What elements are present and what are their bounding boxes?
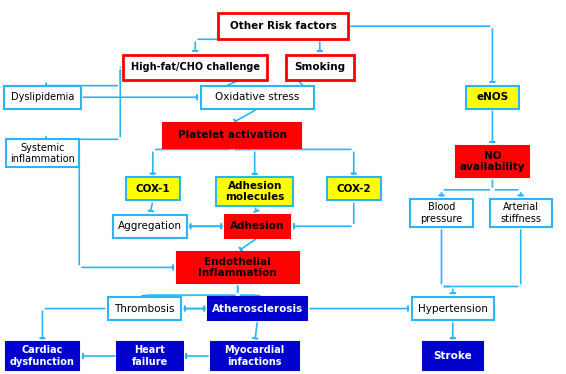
FancyBboxPatch shape <box>118 342 182 370</box>
Text: eNOS: eNOS <box>477 92 508 102</box>
Text: High-fat/CHO challenge: High-fat/CHO challenge <box>131 62 260 72</box>
FancyBboxPatch shape <box>6 140 79 168</box>
FancyBboxPatch shape <box>211 342 299 370</box>
Text: Heart
failure: Heart failure <box>132 345 168 367</box>
FancyBboxPatch shape <box>490 199 552 227</box>
FancyBboxPatch shape <box>218 13 348 39</box>
FancyBboxPatch shape <box>108 297 181 320</box>
Text: Atherosclerosis: Atherosclerosis <box>212 304 303 313</box>
FancyBboxPatch shape <box>123 55 267 80</box>
FancyBboxPatch shape <box>177 252 299 283</box>
FancyBboxPatch shape <box>216 178 293 206</box>
FancyBboxPatch shape <box>327 177 380 200</box>
FancyBboxPatch shape <box>423 342 482 370</box>
FancyBboxPatch shape <box>286 55 354 80</box>
FancyBboxPatch shape <box>225 215 290 238</box>
Text: Cardiac
dysfunction: Cardiac dysfunction <box>10 345 75 367</box>
Text: Endothelial
Inflammation: Endothelial Inflammation <box>198 257 277 278</box>
Text: Platelet activation: Platelet activation <box>178 131 286 140</box>
FancyBboxPatch shape <box>113 215 187 238</box>
FancyBboxPatch shape <box>126 177 180 200</box>
FancyBboxPatch shape <box>201 86 314 109</box>
Text: COX-2: COX-2 <box>336 184 371 194</box>
Text: NO
availability: NO availability <box>460 151 525 172</box>
Text: Smoking: Smoking <box>294 62 345 72</box>
FancyBboxPatch shape <box>456 146 529 178</box>
FancyBboxPatch shape <box>208 297 307 320</box>
Text: Adhesion
molecules: Adhesion molecules <box>225 181 284 202</box>
Text: Adhesion: Adhesion <box>230 221 285 231</box>
FancyBboxPatch shape <box>4 86 81 109</box>
FancyBboxPatch shape <box>163 123 301 147</box>
FancyBboxPatch shape <box>412 297 494 320</box>
Text: Arterial
stiffness: Arterial stiffness <box>500 202 541 224</box>
Text: Oxidative stress: Oxidative stress <box>215 92 300 102</box>
Text: Myocardial
infactions: Myocardial infactions <box>225 345 285 367</box>
FancyBboxPatch shape <box>410 199 473 227</box>
Text: Hypertension: Hypertension <box>418 304 488 313</box>
FancyBboxPatch shape <box>465 86 519 109</box>
Text: Blood
pressure: Blood pressure <box>421 202 462 224</box>
FancyBboxPatch shape <box>6 342 79 370</box>
Text: Stroke: Stroke <box>434 351 472 361</box>
Text: Aggregation: Aggregation <box>118 221 182 231</box>
Text: Systemic
inflammation: Systemic inflammation <box>10 142 75 164</box>
Text: Dyslipidemia: Dyslipidemia <box>11 92 74 102</box>
Text: Thrombosis: Thrombosis <box>114 304 174 313</box>
Text: COX-1: COX-1 <box>135 184 170 194</box>
Text: Other Risk factors: Other Risk factors <box>230 21 336 31</box>
